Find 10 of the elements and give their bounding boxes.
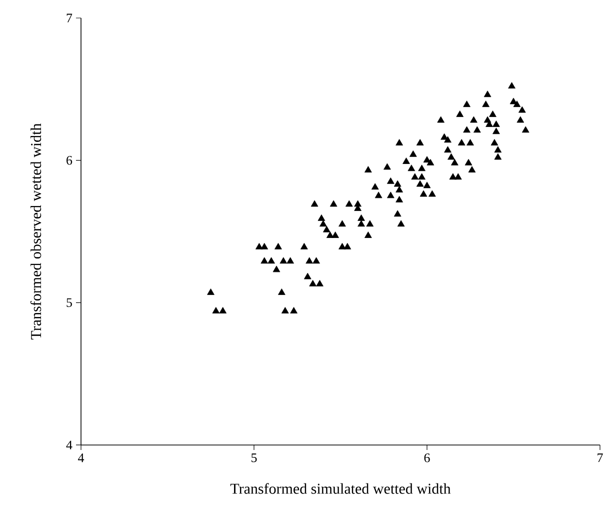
y-axis-title: Transformed observed wetted width bbox=[30, 123, 42, 340]
x-axis-title: Transformed simulated wetted width bbox=[230, 483, 451, 494]
y-tick-label: 6 bbox=[66, 156, 72, 165]
x-tick-label: 4 bbox=[78, 454, 84, 462]
y-tick-label: 7 bbox=[66, 14, 72, 22]
x-tick-label: 5 bbox=[252, 454, 257, 462]
x-tick-label: 7 bbox=[598, 454, 603, 462]
x-tick-label: 6 bbox=[424, 454, 430, 462]
y-tick-label: 5 bbox=[66, 298, 72, 307]
y-tick-label: 4 bbox=[66, 440, 72, 450]
